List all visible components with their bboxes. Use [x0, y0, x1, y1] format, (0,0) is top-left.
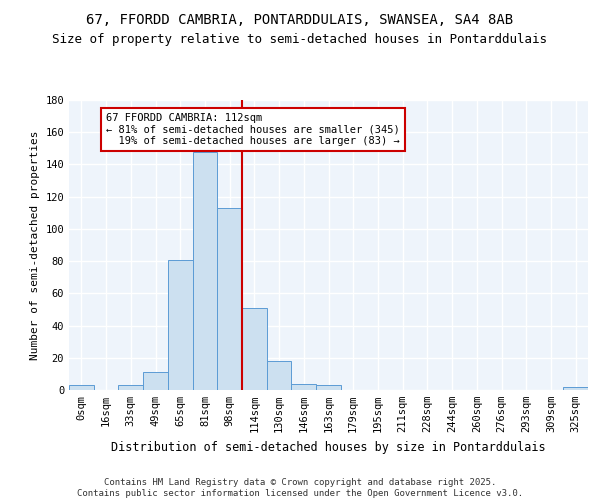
Bar: [143, 372, 168, 390]
Bar: [118, 385, 143, 390]
Bar: [69, 385, 94, 390]
X-axis label: Distribution of semi-detached houses by size in Pontarddulais: Distribution of semi-detached houses by …: [111, 440, 546, 454]
Y-axis label: Number of semi-detached properties: Number of semi-detached properties: [30, 130, 40, 360]
Text: 67 FFORDD CAMBRIA: 112sqm
← 81% of semi-detached houses are smaller (345)
  19% : 67 FFORDD CAMBRIA: 112sqm ← 81% of semi-…: [106, 113, 400, 146]
Bar: [267, 361, 292, 390]
Bar: [217, 208, 242, 390]
Text: 67, FFORDD CAMBRIA, PONTARDDULAIS, SWANSEA, SA4 8AB: 67, FFORDD CAMBRIA, PONTARDDULAIS, SWANS…: [86, 12, 514, 26]
Text: Size of property relative to semi-detached houses in Pontarddulais: Size of property relative to semi-detach…: [53, 32, 548, 46]
Bar: [292, 384, 316, 390]
Bar: [316, 385, 341, 390]
Bar: [563, 387, 588, 390]
Text: Contains HM Land Registry data © Crown copyright and database right 2025.
Contai: Contains HM Land Registry data © Crown c…: [77, 478, 523, 498]
Bar: [168, 260, 193, 390]
Bar: [193, 152, 217, 390]
Bar: [242, 308, 267, 390]
